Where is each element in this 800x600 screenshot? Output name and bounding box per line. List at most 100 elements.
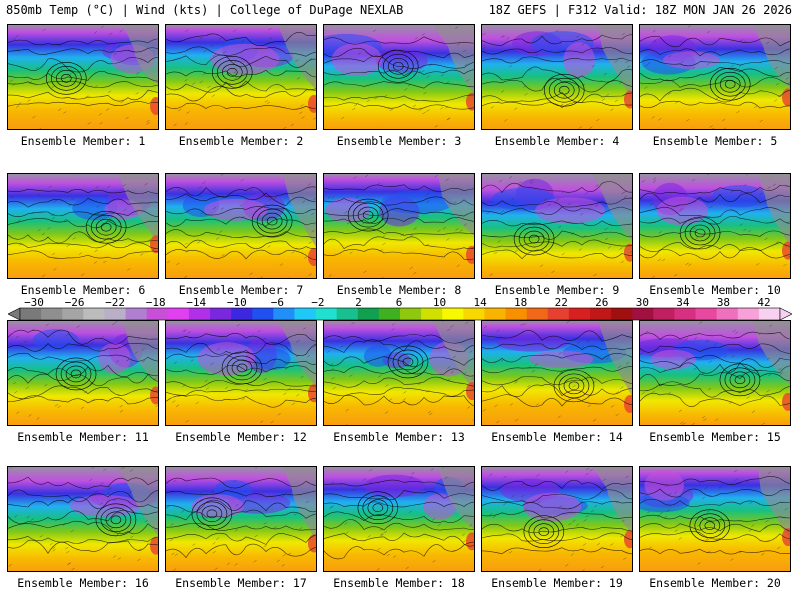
colorbar-swatch [737,308,760,320]
colorbar-swatch [484,308,507,320]
colorbar-swatch [357,308,380,320]
colorbar-swatch [210,308,232,320]
ensemble-member-label: Ensemble Member: 10 [649,283,781,297]
ensemble-member-label: Ensemble Member: 11 [17,430,149,444]
ensemble-map-panel [7,320,159,426]
colorbar-swatch [378,308,401,320]
colorbar-tick-label: −26 [64,296,85,309]
ensemble-map-panel [323,320,475,426]
ensemble-map-panel [481,24,633,130]
colorbar-swatch [758,308,781,320]
ensemble-map-panel [7,466,159,572]
ensemble-member-label: Ensemble Member: 20 [649,576,781,590]
ensemble-member-label: Ensemble Member: 4 [494,134,620,148]
colorbar-swatch [294,308,317,320]
ensemble-map-panel [481,173,633,279]
colorbar-swatch [41,308,63,320]
ensemble-map-panel [481,320,633,426]
colorbar-swatch [231,308,253,320]
colorbar-swatch [695,308,718,320]
colorbar-tick-label: 26 [595,296,609,309]
colorbar-tick-label: −14 [186,296,207,309]
colorbar-tick-label: 38 [716,296,731,309]
colorbar-tick-label: 30 [635,296,649,309]
colorbar-swatch [505,308,528,320]
ensemble-member-label: Ensemble Member: 1 [20,134,146,148]
ensemble-map-panel [7,173,159,279]
colorbar-tick-label: −22 [105,296,126,309]
colorbar-swatch [674,308,697,320]
colorbar-swatch [547,308,570,320]
colorbar-swatch [83,308,105,320]
colorbar-swatch [273,308,295,320]
colorbar-max-arrow [779,307,793,321]
ensemble-member-label: Ensemble Member: 18 [333,576,465,590]
ensemble-map-panel [323,173,475,279]
colorbar-tick-label: 18 [514,296,528,309]
colorbar-swatch [653,308,675,320]
ensemble-map-panel [165,173,317,279]
ensemble-map-panel [481,466,633,572]
colorbar-tick-label: −6 [270,296,284,309]
ensemble-member-label: Ensemble Member: 5 [652,134,778,148]
colorbar-swatch [421,308,443,320]
ensemble-member-label: Ensemble Member: 3 [336,134,462,148]
colorbar-swatch [632,308,654,320]
ensemble-member-label: Ensemble Member: 12 [175,430,307,444]
ensemble-map-panel [7,24,159,130]
colorbar-tick-label: −2 [311,296,325,309]
ensemble-member-label: Ensemble Member: 8 [336,283,462,297]
colorbar-tick-label: −10 [226,296,247,309]
colorbar-tick-label: 34 [676,296,690,309]
colorbar-swatch [611,308,633,320]
ensemble-member-label: Ensemble Member: 19 [491,576,623,590]
valid-time: 18Z GEFS | F312 Valid: 18Z MON JAN 26 20… [488,3,792,17]
colorbar-min-arrow [7,307,21,321]
colorbar-tick-label: 6 [395,296,403,309]
colorbar-swatch [336,308,359,320]
colorbar-swatch [716,308,739,320]
colorbar-tick-label: 42 [757,296,771,309]
temperature-colorbar [7,306,793,321]
colorbar-tick-label: 2 [355,296,362,309]
colorbar-swatch [146,308,169,320]
ensemble-map-panel [639,466,791,572]
colorbar-swatch [463,308,485,320]
ensemble-map-panel [639,24,791,130]
colorbar-swatch [315,308,338,320]
colorbar-swatch [62,308,84,320]
map-title: 850mb Temp (°C) | Wind (kts) | College o… [6,3,404,17]
colorbar-swatch [252,308,274,320]
colorbar-tick-label: −18 [145,296,166,309]
colorbar-swatch [442,308,464,320]
colorbar-swatch [568,308,591,320]
colorbar-tick-label: 10 [432,296,447,309]
colorbar-tick-label: 22 [554,296,568,309]
ensemble-member-label: Ensemble Member: 14 [491,430,623,444]
ensemble-map-panel [323,466,475,572]
ensemble-member-label: Ensemble Member: 9 [494,283,620,297]
colorbar-swatch [400,308,422,320]
ensemble-member-label: Ensemble Member: 17 [175,576,307,590]
colorbar-swatch [188,308,211,320]
colorbar-swatch [104,308,127,320]
ensemble-map-panel [639,320,791,426]
colorbar-swatch [167,308,190,320]
ensemble-member-label: Ensemble Member: 13 [333,430,465,444]
colorbar-swatch [526,308,549,320]
ensemble-member-label: Ensemble Member: 6 [20,283,146,297]
ensemble-member-label: Ensemble Member: 15 [649,430,781,444]
colorbar-swatch [20,308,42,320]
ensemble-member-label: Ensemble Member: 7 [178,283,304,297]
colorbar-tick-label: 14 [473,296,487,309]
ensemble-map-panel [639,173,791,279]
ensemble-map-panel [165,320,317,426]
ensemble-map-panel [165,466,317,572]
ensemble-member-label: Ensemble Member: 2 [178,134,304,148]
colorbar-swatch [590,308,612,320]
ensemble-map-panel [323,24,475,130]
ensemble-map-panel [165,24,317,130]
colorbar-swatch [125,308,148,320]
colorbar-tick-label: −30 [24,296,44,309]
ensemble-member-label: Ensemble Member: 16 [17,576,149,590]
